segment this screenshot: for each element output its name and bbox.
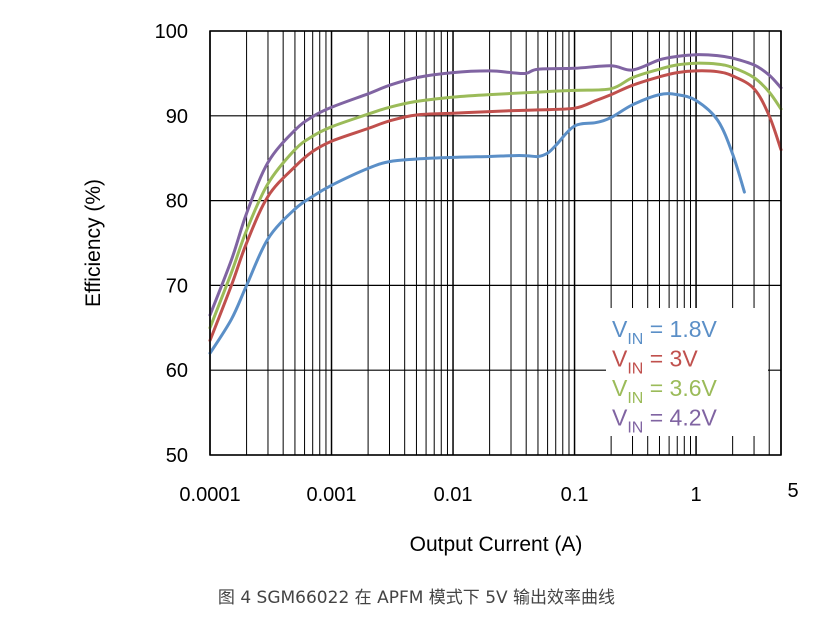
x-tick-label: 0.01 — [434, 484, 473, 506]
x-tick-label: 0.1 — [561, 484, 589, 506]
plot-frame — [209, 30, 782, 456]
y-tick-labels: 50 60 70 80 90 100 — [155, 21, 188, 467]
x-tick-label: 0.001 — [306, 484, 356, 506]
series-layer — [208, 53, 783, 355]
x-tick-label: 5 — [787, 480, 798, 502]
series-line — [208, 53, 783, 317]
y-tick-label: 50 — [166, 445, 188, 467]
x-tick-label: 0.0001 — [179, 484, 240, 506]
y-axis-label: Efficiency (%) — [82, 179, 105, 307]
figure-caption: 图 4 SGM66022 在 APFM 模式下 5V 输出效率曲线 — [217, 588, 616, 608]
x-tick-labels: 0.0001 0.001 0.01 0.1 1 5 — [179, 480, 798, 506]
y-tick-label: 80 — [166, 191, 188, 213]
y-tick-label: 100 — [155, 21, 188, 43]
y-tick-label: 60 — [166, 360, 188, 382]
x-tick-label: 1 — [691, 484, 702, 506]
legend-background — [606, 308, 768, 436]
x-axis-label: Output Current (A) — [410, 533, 583, 556]
series-line — [208, 92, 746, 355]
y-tick-label: 90 — [166, 106, 188, 128]
y-tick-label: 70 — [166, 275, 188, 297]
legend-entry: VIN = 3.6V — [612, 375, 718, 407]
legend-entry: VIN = 1.8V — [612, 316, 718, 348]
legend-entry: VIN = 4.2V — [612, 405, 718, 437]
series-line — [208, 69, 783, 342]
efficiency-chart: 50 60 70 80 90 100 0.0001 0.001 0.01 0.1 1 5 Effic… — [82, 21, 799, 556]
legend-entry: VIN = 3V — [612, 346, 698, 378]
series-line — [208, 61, 783, 330]
